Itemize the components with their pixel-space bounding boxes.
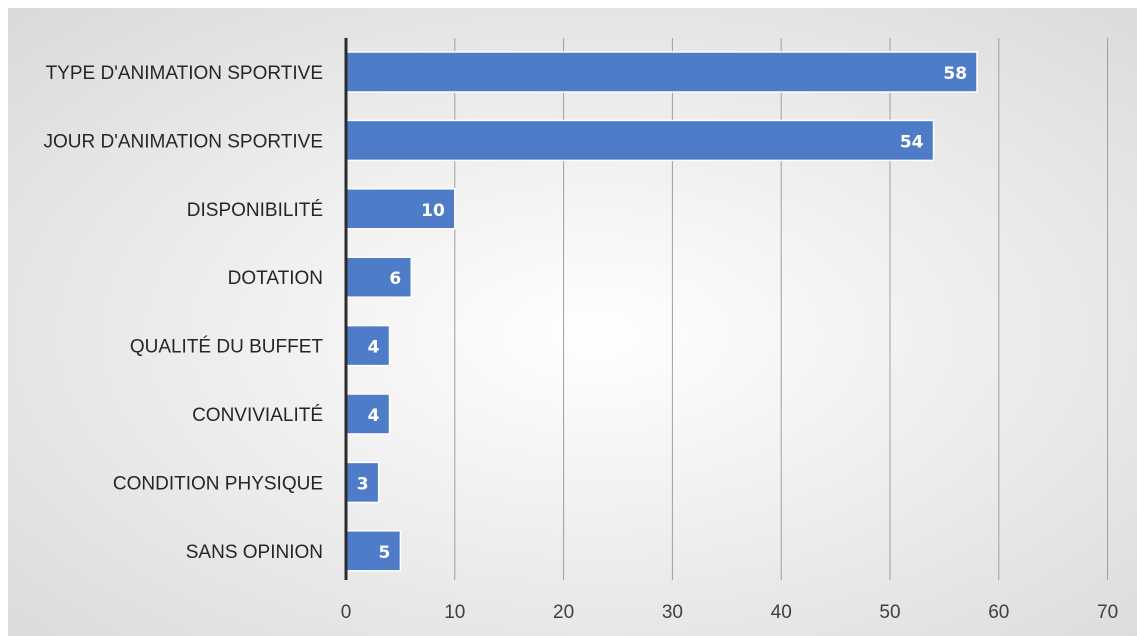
- x-tick-label-40: 40: [771, 602, 792, 623]
- bar-5: [345, 393, 391, 435]
- data-label-0: 58: [943, 64, 967, 84]
- bar-7: [345, 530, 402, 572]
- x-tick-label-50: 50: [879, 602, 900, 623]
- data-label-5: 4: [368, 406, 380, 426]
- bar-2: [345, 188, 456, 230]
- category-label-4: QUALITÉ DU BUFFET: [130, 337, 324, 358]
- x-tick-label-10: 10: [444, 602, 465, 623]
- category-label-3: DOTATION: [228, 268, 323, 289]
- data-label-2: 10: [421, 201, 445, 221]
- x-tick-label-0: 0: [341, 602, 352, 623]
- bar-3: [345, 256, 413, 298]
- data-label-1: 54: [900, 132, 924, 152]
- bar-6: [345, 461, 380, 504]
- x-tick-label-70: 70: [1097, 602, 1118, 623]
- data-label-6: 3: [357, 474, 369, 494]
- bars: [345, 51, 978, 572]
- category-label-6: CONDITION PHYSIQUE: [113, 473, 323, 494]
- labels: 0 10 20 30 40 50 60 70 TYPE D'ANIMATION SPORTIVE…: [43, 63, 1118, 623]
- category-label-2: DISPONIBILITÉ: [187, 200, 323, 221]
- bar-0: [345, 51, 978, 93]
- x-tick-label-30: 30: [662, 602, 683, 623]
- category-label-5: CONVIVIALITÉ: [192, 405, 323, 426]
- data-label-3: 6: [389, 269, 401, 289]
- data-label-7: 5: [379, 543, 391, 563]
- x-tick-label-60: 60: [988, 602, 1009, 623]
- bar-4: [345, 324, 391, 367]
- category-label-1: JOUR D'ANIMATION SPORTIVE: [43, 131, 323, 152]
- chart-background: [8, 8, 1137, 636]
- x-tick-label-20: 20: [553, 602, 574, 623]
- bar-1: [345, 119, 935, 162]
- data-label-4: 4: [368, 338, 380, 358]
- category-label-0: TYPE D'ANIMATION SPORTIVE: [46, 63, 323, 84]
- category-label-7: SANS OPINION: [186, 542, 323, 563]
